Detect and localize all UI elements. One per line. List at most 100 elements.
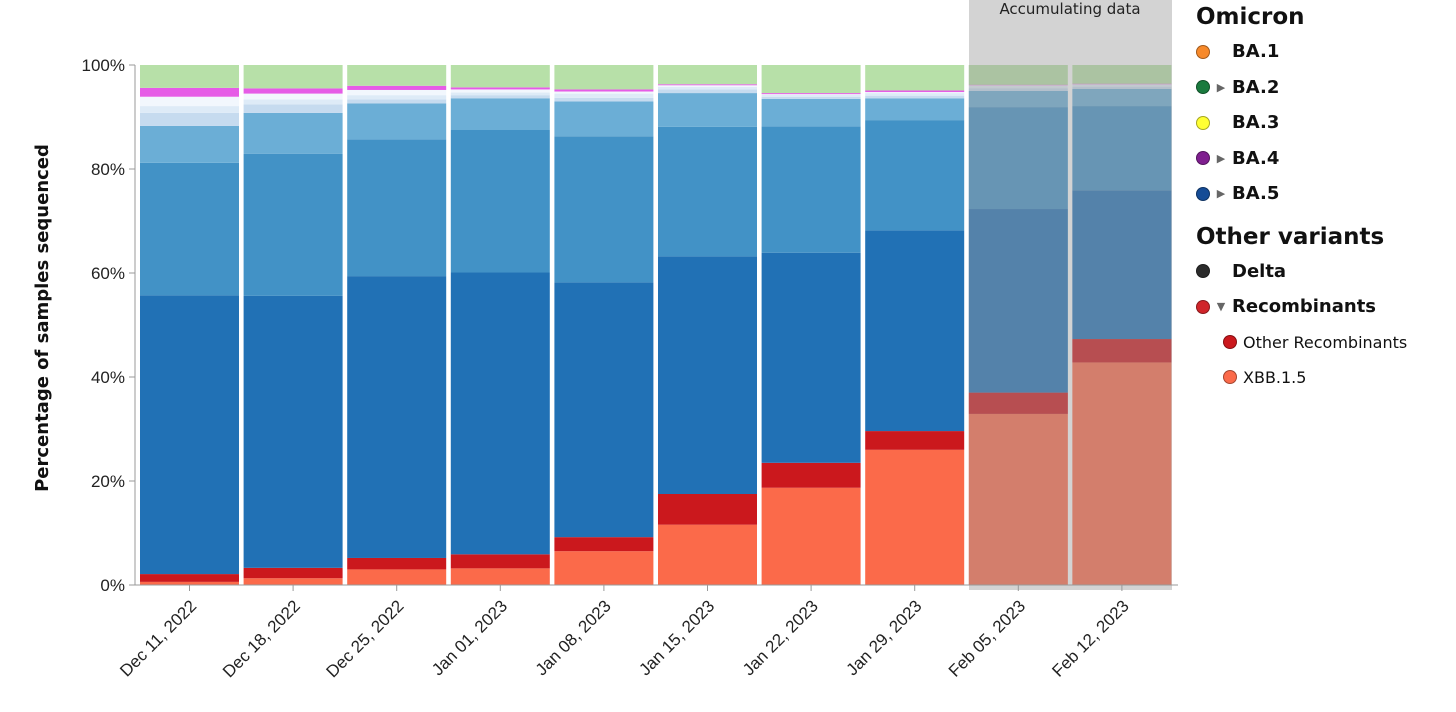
bar-segment-series-6-8: [968, 86, 1068, 89]
legend-group-title-other-variants: Other variants: [1196, 223, 1385, 250]
bar-segment-other-recombinants-5: [658, 494, 757, 525]
bar-segment-series-6-9: [1072, 84, 1172, 87]
x-tick-label: Jan 22, 2023: [739, 596, 822, 679]
bar-segment-series-7-1: [243, 93, 343, 100]
y-tick-label: 40%: [91, 368, 125, 387]
bar-segment-series-8-6: [761, 93, 861, 95]
legend-swatch-icon: [1196, 115, 1210, 130]
x-tick-label: Jan 08, 2023: [532, 596, 615, 679]
legend-item-delta[interactable]: Delta: [1196, 254, 1451, 290]
legend-swatch-icon: [1196, 299, 1210, 314]
legend-item-label: BA.1: [1232, 41, 1280, 63]
bar-segment-series-2-2: [347, 276, 447, 558]
bar-segment-series-3-3: [450, 130, 550, 273]
legend-item-label: BA.3: [1232, 112, 1280, 134]
bar-segment-series-2-9: [1072, 190, 1172, 340]
accumulating-data-overlay: [968, 65, 1172, 585]
legend-subitem-label: XBB.1.5: [1243, 367, 1307, 387]
bar-segment-series-8-8: [968, 84, 1068, 86]
bar-segment-other-recombinants-7: [865, 431, 965, 450]
y-tick-label: 80%: [91, 160, 125, 179]
legend-group-title-omicron: Omicron: [1196, 4, 1305, 30]
bar-segment-series-4-1: [243, 112, 343, 154]
bar-segment-series-6-5: [658, 86, 757, 90]
accumulating-data-label: Accumulating data: [999, 0, 1140, 18]
bar-segment-xbb-1-5-5: [658, 524, 757, 585]
legend-item-ba-3[interactable]: BA.3: [1196, 105, 1451, 141]
bar-segment-series-7-8: [968, 85, 1068, 87]
bar-segment-series-8-1: [243, 88, 343, 94]
legend-item-ba-2[interactable]: ▶ BA.2: [1196, 70, 1451, 106]
bar-segment-series-2-3: [450, 272, 550, 555]
bar-segment-series-9-8: [968, 65, 1068, 85]
bar-segment-series-4-8: [968, 91, 1068, 108]
bar-segment-xbb-1-5-3: [450, 568, 550, 585]
x-tick-label: Jan 29, 2023: [843, 596, 926, 679]
legend-item-label: BA.2: [1232, 76, 1280, 98]
bar-segment-other-recombinants-2: [347, 557, 447, 570]
legend-item-ba-4[interactable]: ▶ BA.4: [1196, 141, 1451, 177]
x-tick-label: Feb 12, 2023: [1048, 596, 1132, 680]
y-tick-label: 20%: [91, 472, 125, 491]
legend-item-ba-1[interactable]: BA.1: [1196, 34, 1451, 70]
bar-segment-series-4-3: [450, 98, 550, 130]
bar-segment-series-5-5: [658, 89, 757, 94]
x-tick-label: Jan 15, 2023: [635, 596, 718, 679]
caret-right-icon[interactable]: ▶: [1216, 151, 1226, 165]
bar-segment-series-4-7: [865, 98, 965, 121]
bar-segment-other-recombinants-9: [1072, 339, 1172, 363]
bar-segment-other-recombinants-4: [554, 537, 654, 552]
legend-subitem-xbb-1-5[interactable]: XBB.1.5: [1196, 360, 1451, 395]
bar-segment-other-recombinants-6: [761, 462, 861, 488]
bar-segment-xbb-1-5-9: [1072, 362, 1172, 585]
bar-segment-series-2-7: [865, 230, 965, 432]
bar-segment-series-8-5: [658, 84, 757, 86]
bar-segment-series-6-7: [865, 93, 965, 96]
bar-segment-series-5-7: [865, 95, 965, 99]
bar-segment-series-9-2: [347, 65, 447, 86]
bar-segment-xbb-1-5-7: [865, 449, 965, 585]
bar-segment-series-6-2: [347, 95, 447, 100]
bar-segment-series-9-1: [243, 65, 343, 89]
bar-segment-series-5-3: [450, 95, 550, 99]
bar-segment-series-7-7: [865, 92, 965, 94]
bar-segment-series-9-5: [658, 65, 757, 85]
caret-right-icon[interactable]: ▶: [1216, 187, 1226, 201]
caret-right-icon[interactable]: ▶: [1216, 80, 1226, 94]
bar-segment-xbb-1-5-2: [347, 569, 447, 585]
bar-segment-xbb-1-5-4: [554, 551, 654, 585]
bar-segment-series-3-5: [658, 126, 757, 257]
bars: [140, 65, 1172, 585]
bar-segment-series-8-7: [865, 90, 965, 93]
bar-segment-series-6-0: [140, 106, 239, 113]
bar-segment-series-3-2: [347, 139, 447, 277]
legend-item-ba-5[interactable]: ▶ BA.5: [1196, 176, 1451, 212]
bar-segment-series-4-2: [347, 103, 447, 140]
legend-swatch-icon: [1223, 370, 1237, 384]
bar-segment-series-9-9: [1072, 65, 1172, 84]
legend-subitem-other-recombinants[interactable]: Other Recombinants: [1196, 325, 1451, 360]
bar-segment-series-9-7: [865, 65, 965, 91]
bar-segment-series-5-9: [1072, 86, 1172, 89]
x-tick-label: Dec 25, 2022: [323, 596, 408, 681]
bar-segment-series-2-0: [140, 295, 239, 575]
legend: Omicron BA.1 ▶ BA.2 BA.3 ▶ BA.4 ▶ BA.5 Other vari…: [1196, 0, 1451, 395]
bar-segment-series-9-4: [554, 65, 654, 90]
bar-segment-series-8-0: [140, 87, 239, 97]
bar-segment-other-recombinants-0: [140, 574, 239, 582]
bar-segment-series-6-6: [761, 94, 861, 97]
bar-segment-series-3-8: [968, 107, 1068, 210]
bar-segment-other-recombinants-1: [243, 567, 343, 579]
legend-subitem-label: Other Recombinants: [1243, 332, 1408, 352]
bar-segment-xbb-1-5-1: [243, 578, 343, 585]
bar-segment-series-4-6: [761, 98, 861, 127]
bar-segment-series-8-9: [1072, 83, 1172, 85]
legend-item-recombinants[interactable]: ▼ Recombinants: [1196, 289, 1451, 325]
bar-segment-other-recombinants-8: [968, 392, 1068, 414]
caret-down-icon[interactable]: ▼: [1216, 300, 1226, 314]
accumulating-overlay-8: [968, 65, 1068, 585]
bar-segment-series-6-3: [450, 92, 550, 96]
bar-segment-series-5-8: [968, 88, 1068, 91]
bar-segment-series-3-0: [140, 162, 239, 296]
